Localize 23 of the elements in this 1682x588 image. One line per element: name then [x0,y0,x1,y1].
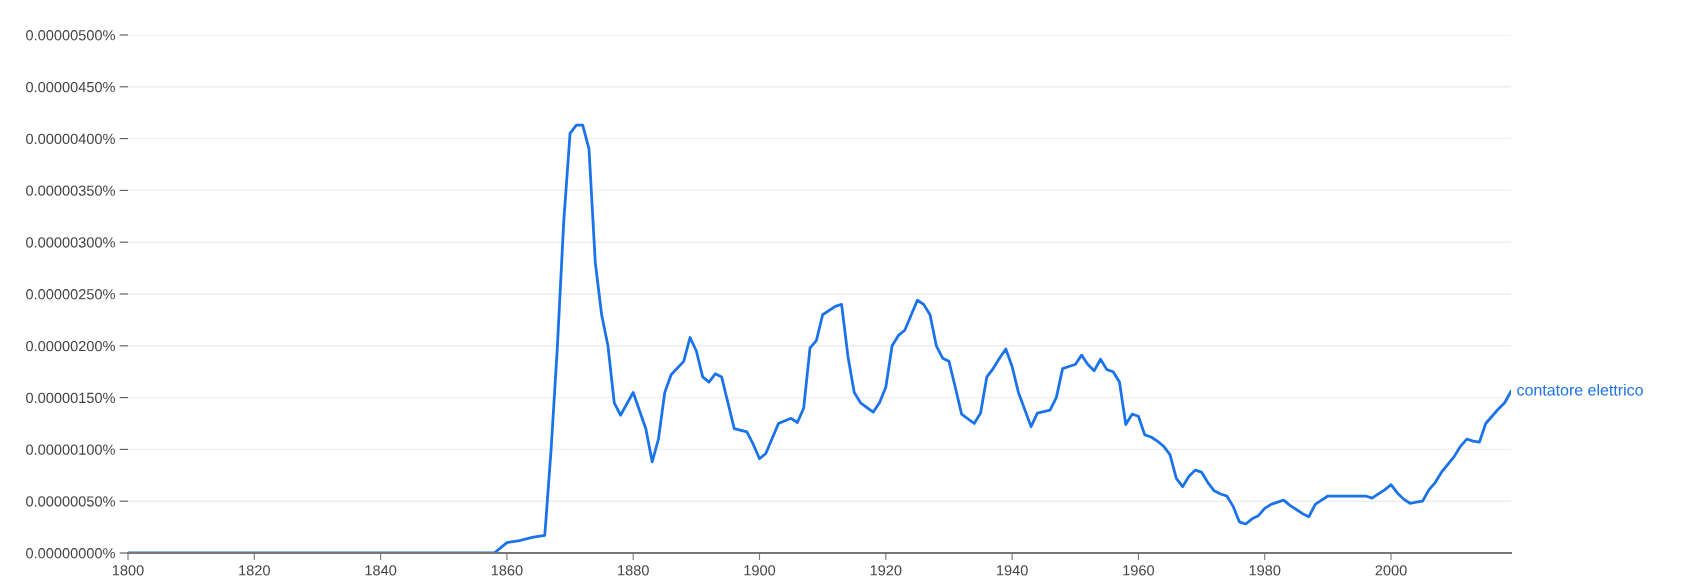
y-tick-label: 0.00000000% [26,548,115,559]
x-tick-label: 2000 [1375,565,1407,576]
y-tick-label: 0.00000500% [26,30,115,41]
x-tick-label: 1980 [1249,565,1281,576]
series-label: contatore elettrico [1517,383,1643,396]
y-tick-label: 0.00000300% [26,237,115,248]
x-tick-label: 1820 [239,565,270,576]
y-tick-label: 0.00000450% [26,81,115,93]
y-tick-label: 0.00000150% [26,392,115,404]
x-tick-label: 1880 [618,565,649,576]
x-tick-label: 1940 [997,565,1028,576]
y-tick-label: 0.00000250% [26,289,115,300]
x-tick-label: 1900 [744,565,776,576]
y-tick-label: 0.00000350% [26,185,115,196]
x-tick-label: 1960 [1123,565,1155,576]
x-tick-label: 1840 [365,565,397,576]
x-tick-label: 1860 [491,565,523,576]
x-tick-label: 1920 [870,565,902,576]
x-tick-label: 1800 [112,565,144,576]
y-tick-label: 0.00000200% [26,340,115,352]
y-tick-label: 0.00000400% [26,133,115,145]
y-tick-label: 0.00000100% [26,444,115,455]
y-tick-label: 0.00000050% [26,496,115,507]
